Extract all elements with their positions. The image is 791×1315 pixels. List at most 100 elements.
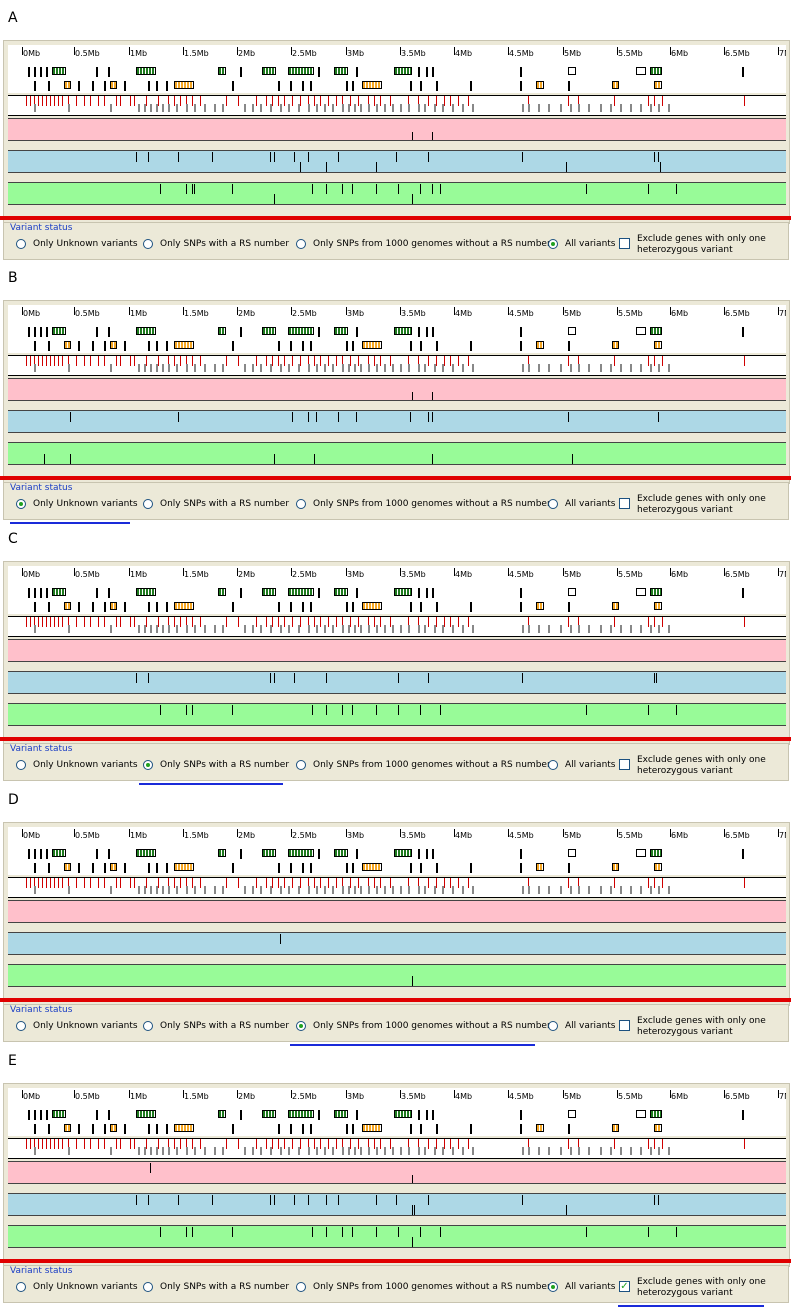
checkbox-label: Exclude genes with only one heterozygous… <box>637 234 766 255</box>
gene-mark <box>568 1124 570 1134</box>
variant-mark <box>138 104 140 112</box>
gene-block <box>288 1110 314 1118</box>
variant-mark <box>156 886 158 894</box>
variant-mark <box>600 364 602 372</box>
selection-underline <box>618 1305 764 1307</box>
genome-view: 0Mb 0.5Mb 1Mb 1.5Mb 2Mb 2.5Mb 3Mb 3.5Mb 4Mb 4.5Mb… <box>3 561 790 745</box>
radio-button[interactable] <box>548 239 558 249</box>
variant-mark <box>560 625 562 633</box>
sample-variant-mark <box>420 1227 421 1237</box>
radio-button[interactable] <box>296 239 306 249</box>
sample-variant-mark <box>432 184 433 194</box>
sample-variant-mark <box>352 705 353 715</box>
variant-mark <box>450 356 451 366</box>
radio-button[interactable] <box>16 239 26 249</box>
gene-block <box>334 849 348 857</box>
variant-mark <box>214 625 216 633</box>
variant-mark <box>186 364 188 372</box>
gene-mark <box>346 1124 348 1134</box>
variant-mark <box>68 625 70 633</box>
radio-button[interactable] <box>16 760 26 770</box>
gene-mark <box>432 67 434 77</box>
radio-button[interactable] <box>548 499 558 509</box>
radio-button[interactable] <box>16 499 26 509</box>
variant-mark <box>260 104 262 112</box>
ruler-tick-label: 7Mb <box>779 1092 786 1101</box>
sample-variant-mark <box>412 132 413 140</box>
gene-mark <box>290 602 292 612</box>
panel-d: D 0Mb 0.5Mb 1Mb 1.5Mb 2Mb 2.5Mb 3Mb 3.5Mb 4Mb 4.5M… <box>0 792 791 1052</box>
variant-mark <box>408 104 410 112</box>
gene-mark <box>166 863 168 873</box>
radio-button[interactable] <box>143 499 153 509</box>
gene-mark <box>352 1124 354 1134</box>
variant-mark <box>266 96 267 106</box>
variant-mark <box>462 1147 464 1155</box>
variant-mark <box>324 625 326 633</box>
checkbox[interactable] <box>619 1020 630 1031</box>
radio-button[interactable] <box>548 760 558 770</box>
gene-mark <box>568 863 570 873</box>
variant-mark <box>408 625 410 633</box>
radio-label: Only SNPs with a RS number <box>160 239 290 249</box>
ruler-tick <box>291 568 292 576</box>
ruler-tick <box>778 1090 779 1098</box>
ruler-tick <box>400 568 401 576</box>
radio-button[interactable] <box>143 239 153 249</box>
radio-button[interactable] <box>16 1021 26 1031</box>
gene-mark <box>40 327 42 337</box>
radio-button[interactable] <box>548 1282 558 1292</box>
checkbox[interactable] <box>619 759 630 770</box>
gene-mark <box>742 588 744 598</box>
gene-mark <box>410 1124 412 1134</box>
gene-block <box>568 67 576 75</box>
variant-mark <box>354 886 356 894</box>
variant-mark <box>444 1139 445 1149</box>
checkbox[interactable] <box>619 498 630 509</box>
gene-block <box>218 67 226 75</box>
ruler-tick-label: 6Mb <box>671 309 689 318</box>
radio-label: All variants <box>565 760 616 770</box>
variant-mark <box>452 1147 454 1155</box>
radio-button[interactable] <box>296 1021 306 1031</box>
gene-mark <box>232 602 234 612</box>
variant-mark <box>614 617 615 627</box>
variant-mark <box>272 96 273 106</box>
variant-mark <box>176 886 178 894</box>
sample-variant-mark <box>420 184 421 194</box>
variant-mark <box>658 1147 660 1155</box>
variant-mark <box>418 104 420 112</box>
variant-mark <box>288 364 290 372</box>
ruler-tick <box>237 47 238 55</box>
sample-variant-mark <box>316 412 317 422</box>
gene-mark <box>96 327 98 337</box>
variant-mark <box>384 1147 386 1155</box>
radio-button[interactable] <box>296 499 306 509</box>
ruler-tick-label: 4Mb <box>455 831 473 840</box>
variant-mark <box>668 625 670 633</box>
radio-button[interactable] <box>143 1021 153 1031</box>
chromosome-ruler: 0Mb 0.5Mb 1Mb 1.5Mb 2Mb 2.5Mb 3Mb 3.5Mb 4Mb 4.5Mb… <box>8 45 786 93</box>
gene-mark <box>48 1124 50 1134</box>
sample-variant-mark <box>658 1195 659 1205</box>
radio-button[interactable] <box>143 1282 153 1292</box>
ruler-tick-label: 0Mb <box>23 49 41 58</box>
variant-mark <box>98 356 99 366</box>
checkbox[interactable]: ✓ <box>619 1281 630 1292</box>
ruler-tick-label: 3.5Mb <box>401 49 426 58</box>
radio-button[interactable] <box>548 1021 558 1031</box>
radio-button[interactable] <box>143 760 153 770</box>
sample-track-pink <box>8 639 786 662</box>
gene-block <box>218 1110 226 1118</box>
sample-variant-mark <box>148 673 149 683</box>
variant-mark <box>450 617 451 627</box>
ruler-tick-label: 0.5Mb <box>75 1092 100 1101</box>
radio-button[interactable] <box>296 760 306 770</box>
variant-mark <box>342 625 344 633</box>
checkbox[interactable] <box>619 238 630 249</box>
variant-mark <box>272 878 273 888</box>
variant-mark <box>328 878 329 888</box>
radio-button[interactable] <box>296 1282 306 1292</box>
radio-button[interactable] <box>16 1282 26 1292</box>
variant-mark <box>662 356 663 366</box>
